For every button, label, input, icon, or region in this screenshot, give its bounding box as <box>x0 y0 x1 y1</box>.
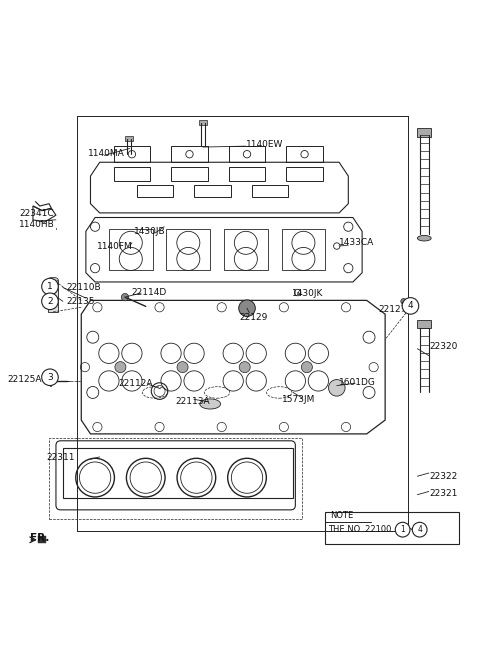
Bar <box>136 185 173 197</box>
Text: 22311: 22311 <box>47 453 75 462</box>
Bar <box>167 229 210 270</box>
Bar <box>49 438 302 519</box>
Text: 3: 3 <box>47 373 53 382</box>
Circle shape <box>402 298 419 314</box>
Text: 4: 4 <box>417 525 422 534</box>
Bar <box>418 319 431 328</box>
Text: ~: ~ <box>407 525 415 535</box>
Text: 1601DG: 1601DG <box>339 378 376 387</box>
Bar <box>171 146 208 162</box>
Text: 22114D: 22114D <box>131 287 166 297</box>
Text: 22320: 22320 <box>429 342 457 351</box>
Ellipse shape <box>200 399 220 409</box>
Text: 1: 1 <box>47 282 53 291</box>
Circle shape <box>115 361 126 373</box>
Text: 2: 2 <box>47 297 53 306</box>
Bar <box>171 167 208 180</box>
Text: 1573JM: 1573JM <box>282 395 315 404</box>
Bar <box>286 146 323 162</box>
Circle shape <box>412 522 427 537</box>
Text: 22321: 22321 <box>429 489 457 499</box>
Circle shape <box>239 300 255 316</box>
Circle shape <box>42 278 58 295</box>
Text: 22110B: 22110B <box>67 283 101 292</box>
Bar <box>194 185 231 197</box>
Bar <box>199 120 207 125</box>
Text: 1433CA: 1433CA <box>339 238 374 247</box>
Text: FR.: FR. <box>30 533 49 543</box>
Circle shape <box>42 293 58 310</box>
Bar <box>37 536 46 543</box>
Text: 4: 4 <box>408 301 413 310</box>
Circle shape <box>301 361 312 373</box>
Circle shape <box>121 293 129 301</box>
Text: 1430JB: 1430JB <box>134 227 166 236</box>
Bar <box>109 229 153 270</box>
Text: THE NO. 22100 :: THE NO. 22100 : <box>327 525 396 534</box>
Text: 1140HB: 1140HB <box>19 220 55 229</box>
Circle shape <box>42 369 58 386</box>
Text: 1140MA: 1140MA <box>88 150 125 159</box>
Circle shape <box>177 361 188 373</box>
Circle shape <box>328 380 345 396</box>
Bar <box>418 128 431 137</box>
Text: 1430JK: 1430JK <box>292 289 324 298</box>
Text: 22113A: 22113A <box>176 397 210 406</box>
Bar <box>252 185 288 197</box>
Circle shape <box>395 522 410 537</box>
Text: 22112A: 22112A <box>118 379 153 388</box>
Text: 1140FM: 1140FM <box>97 241 133 251</box>
Circle shape <box>239 361 250 373</box>
Text: NOTE: NOTE <box>330 512 353 520</box>
Bar <box>48 279 58 312</box>
Ellipse shape <box>418 236 431 241</box>
Bar <box>282 229 325 270</box>
Ellipse shape <box>48 277 58 282</box>
Text: 22135: 22135 <box>67 297 95 306</box>
Circle shape <box>401 298 406 304</box>
Text: 1: 1 <box>400 525 405 534</box>
Bar <box>325 512 459 544</box>
Text: 22322: 22322 <box>429 472 457 481</box>
Text: 22341C: 22341C <box>19 209 54 218</box>
Bar <box>286 167 323 180</box>
Bar <box>113 167 150 180</box>
Text: 22127A: 22127A <box>378 305 413 314</box>
Bar <box>224 229 268 270</box>
Bar <box>228 167 265 180</box>
Text: 22125A: 22125A <box>8 375 42 384</box>
Bar <box>125 136 133 140</box>
Text: 22129: 22129 <box>239 313 267 322</box>
Bar <box>113 146 150 162</box>
Text: 1140EW: 1140EW <box>246 140 283 150</box>
Bar <box>228 146 265 162</box>
